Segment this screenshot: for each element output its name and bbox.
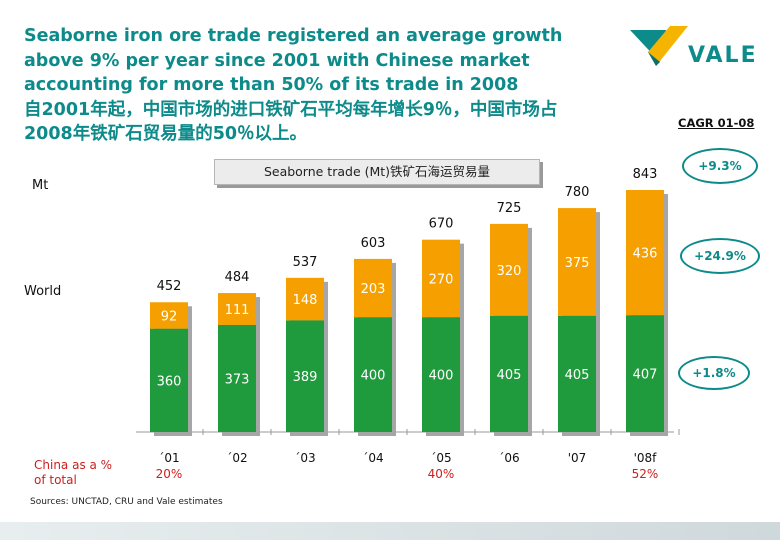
row-label-rest: Rest of the World xyxy=(22,368,93,399)
title-line-5: 2008年铁矿石贸易量的50％以上。 xyxy=(24,124,308,144)
china-value-label: 320 xyxy=(497,264,522,279)
x-tick-label: ´03 xyxy=(294,451,315,465)
china-share-value: 52% xyxy=(632,467,659,481)
rest-value-label: 405 xyxy=(565,368,590,383)
bar-rest-7 xyxy=(626,315,664,432)
china-share-label: China as a % of total xyxy=(34,458,113,487)
bar-china-4 xyxy=(422,239,460,318)
cagr-title: CAGR 01-08 xyxy=(678,116,755,130)
x-tick-label: ´04 xyxy=(362,451,383,465)
china-value-label: 111 xyxy=(225,303,250,318)
x-tick-label: ´02 xyxy=(226,451,247,465)
world-total-label: 537 xyxy=(293,255,318,270)
cagr-world-badge: +9.3% xyxy=(682,148,758,184)
china-value-label: 436 xyxy=(633,247,658,262)
china-value-label: 92 xyxy=(161,309,178,324)
world-total-label: 452 xyxy=(157,279,182,294)
x-tick-label: ´05 xyxy=(430,451,451,465)
world-total-label: 843 xyxy=(633,167,658,182)
world-total-label: 484 xyxy=(225,270,250,285)
bar-rest-5 xyxy=(490,315,528,432)
bar-china-5 xyxy=(490,223,528,316)
bar-rest-2 xyxy=(286,320,324,432)
bar-china-1 xyxy=(218,293,256,325)
china-share-value: 40% xyxy=(428,467,455,481)
bar-china-0 xyxy=(150,302,188,329)
rest-value-label: 373 xyxy=(225,372,250,387)
bar-china-6 xyxy=(558,208,596,316)
row-label-china: China中国 xyxy=(22,310,73,341)
rest-value-label: 405 xyxy=(497,368,522,383)
bar-rest-1 xyxy=(218,324,256,432)
title-line-4: 自2001年起，中国市场的进口铁矿石平均每年增长9％，中国市场占 xyxy=(24,99,558,120)
page-title: Seaborne iron ore trade registered an av… xyxy=(24,24,624,147)
rest-value-label: 360 xyxy=(157,374,182,389)
bar-rest-6 xyxy=(558,315,596,432)
rest-value-label: 400 xyxy=(361,369,386,384)
bar-rest-3 xyxy=(354,317,392,432)
china-share-value: 20% xyxy=(156,467,183,481)
world-total-label: 670 xyxy=(429,217,454,232)
unit-label: Mt xyxy=(32,178,49,193)
world-total-label: 780 xyxy=(565,185,590,200)
x-tick-label: ´06 xyxy=(498,451,519,465)
china-value-label: 148 xyxy=(293,293,318,308)
bar-china-3 xyxy=(354,258,392,318)
x-tick-label: ´01 xyxy=(158,451,179,465)
rest-value-label: 400 xyxy=(429,369,454,384)
cagr-china-badge: +24.9% xyxy=(680,238,760,274)
x-tick-label: '08f xyxy=(634,451,658,465)
world-total-label: 725 xyxy=(497,201,522,216)
title-line-1: Seaborne iron ore trade registered an av… xyxy=(24,26,563,46)
cagr-rest-badge: +1.8% xyxy=(678,356,750,390)
row-label-world: World xyxy=(24,284,62,299)
chart-subtitle: Seaborne trade (Mt)铁矿石海运贸易量 xyxy=(214,159,540,185)
china-value-label: 375 xyxy=(565,256,590,271)
china-value-label: 270 xyxy=(429,272,454,287)
logo-text: VALE xyxy=(688,43,758,68)
bar-china-2 xyxy=(286,277,324,321)
title-line-3: accounting for more than 50% of its trad… xyxy=(24,75,519,95)
sources-note: Sources: UNCTAD, CRU and Vale estimates xyxy=(30,497,223,507)
bar-rest-4 xyxy=(422,317,460,432)
bar-china-7 xyxy=(626,190,664,316)
china-value-label: 203 xyxy=(361,282,386,297)
rest-value-label: 407 xyxy=(633,368,658,383)
vale-logo-icon xyxy=(630,26,688,66)
world-total-label: 603 xyxy=(361,236,386,251)
x-tick-label: '07 xyxy=(568,451,587,465)
bar-rest-0 xyxy=(150,328,188,432)
footer-band xyxy=(0,522,780,540)
rest-value-label: 389 xyxy=(293,370,318,385)
title-line-2: above 9% per year since 2001 with Chines… xyxy=(24,50,530,71)
